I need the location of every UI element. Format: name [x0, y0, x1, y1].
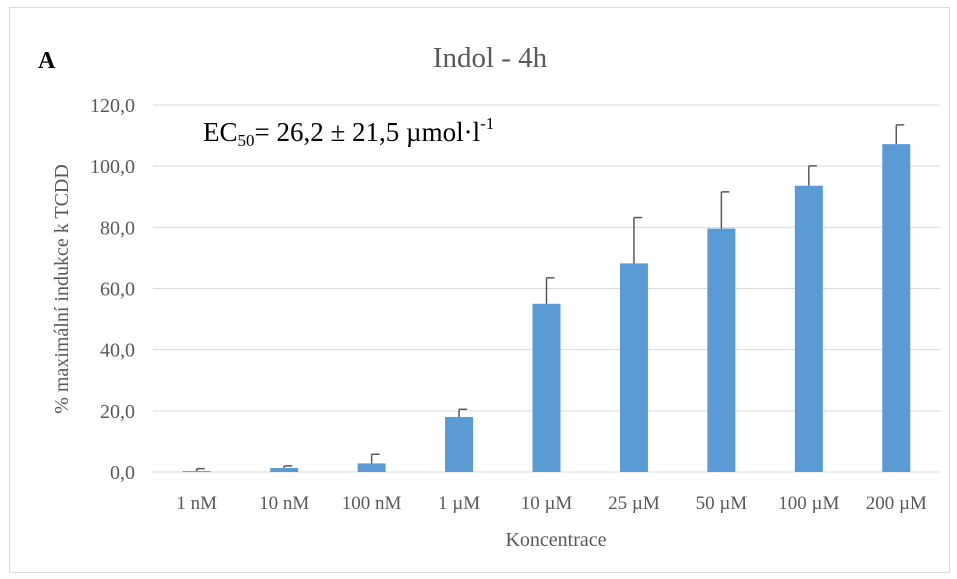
y-tick-label: 120,0 — [90, 95, 135, 117]
ec50-annotation: EC50= 26,2 ± 21,5 µmol·l-1 — [203, 114, 494, 150]
x-tick-label: 1 nM — [176, 493, 217, 514]
bar — [794, 185, 823, 473]
chart-frame — [9, 7, 950, 573]
bar — [619, 263, 648, 472]
x-tick-label: 10 nM — [259, 493, 309, 514]
ec50-prefix: EC — [203, 117, 238, 147]
bar — [882, 144, 911, 472]
panel-label: A — [38, 48, 56, 74]
chart-title: Indol - 4h — [433, 42, 548, 74]
bars — [182, 144, 911, 473]
x-tick-label: 10 µM — [521, 493, 573, 514]
y-tick-label: 80,0 — [100, 217, 135, 239]
x-tick-label: 1 µM — [438, 493, 480, 514]
x-axis-label: Koncentrace — [505, 529, 606, 551]
x-tick-label: 200 µM — [866, 493, 927, 514]
bar — [182, 471, 211, 472]
bar — [445, 416, 474, 472]
bar — [270, 468, 299, 472]
y-tick-label: 20,0 — [100, 401, 135, 423]
x-tick-label: 25 µM — [608, 493, 660, 514]
y-tick-labels: 0,0 20,0 40,0 60,0 80,0 100,0 120,0 — [90, 95, 135, 484]
bar — [532, 303, 561, 472]
error-bars — [195, 124, 905, 472]
bar — [357, 463, 386, 472]
bar — [707, 228, 736, 472]
x-tick-label: 100 µM — [778, 493, 839, 514]
x-tick-labels: 1 nM 10 nM 100 nM 1 µM 10 µM 25 µM 50 µM 100 µM… — [176, 493, 927, 514]
ec50-value: = 26,2 ± 21,5 µmol·l — [255, 117, 481, 147]
y-tick-label: 100,0 — [90, 156, 135, 178]
x-tick-label: 100 nM — [342, 493, 402, 514]
y-axis-label: % maximální indukce k TCDD — [51, 164, 73, 414]
y-tick-label: 0,0 — [110, 462, 135, 484]
ec50-superscript: -1 — [480, 114, 494, 133]
ec50-subscript: 50 — [238, 131, 255, 150]
y-tick-label: 40,0 — [100, 340, 135, 362]
x-tick-label: 50 µM — [696, 493, 748, 514]
y-tick-label: 60,0 — [100, 279, 135, 301]
